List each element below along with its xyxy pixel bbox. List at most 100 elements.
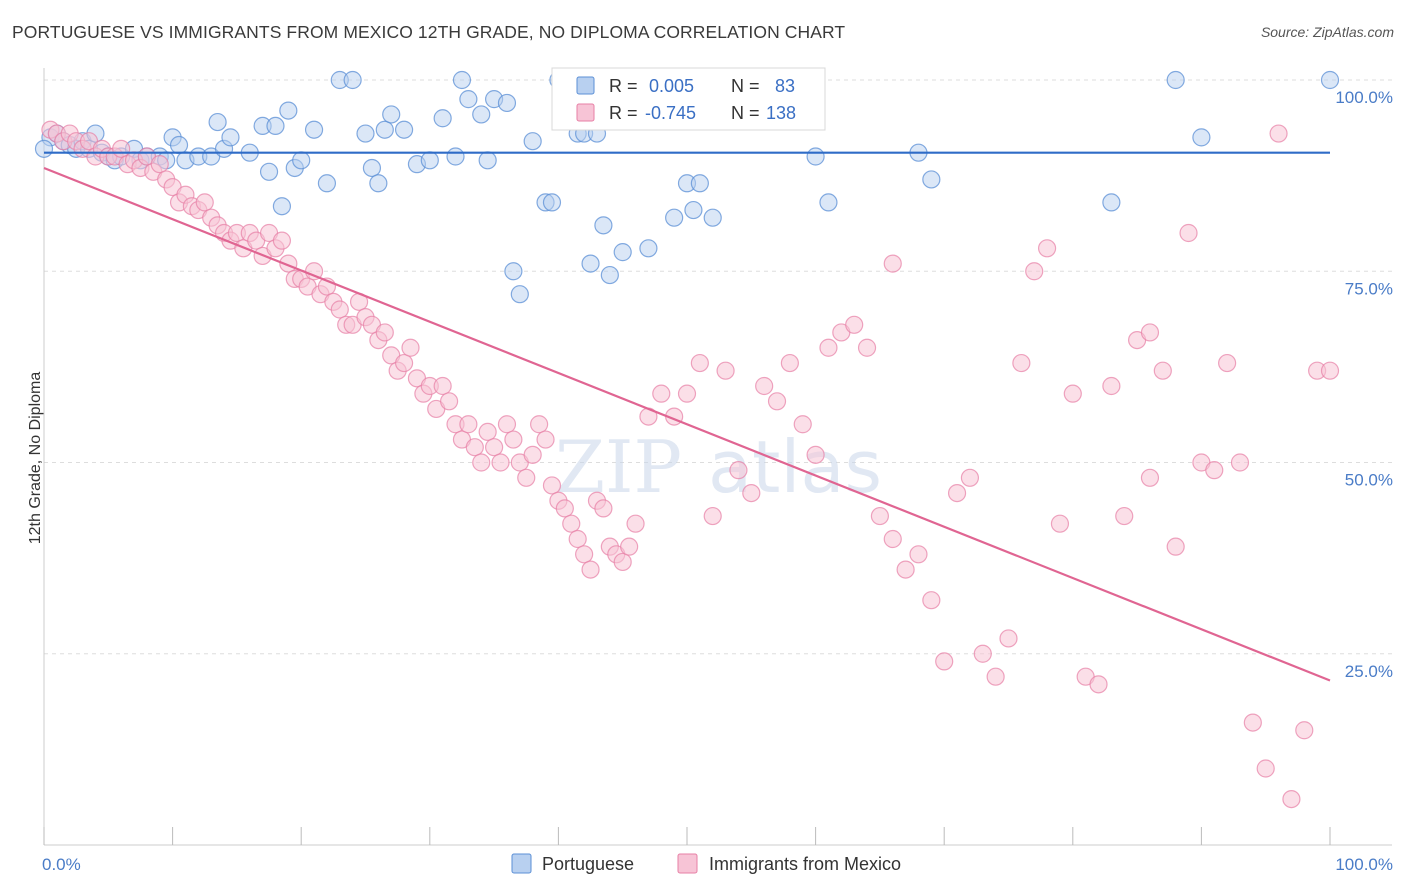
point-portuguese [581, 254, 600, 273]
point-mexico [1102, 376, 1121, 396]
trend-line-mexico [43, 166, 1331, 682]
point-mexico [401, 338, 420, 357]
point-portuguese [420, 151, 439, 170]
point-portuguese [356, 124, 375, 143]
point-mexico [626, 514, 645, 533]
point-mexico [806, 445, 825, 464]
point-mexico [1012, 353, 1031, 373]
point-portuguese [504, 262, 523, 281]
point-mexico [716, 361, 735, 380]
point-mexico [1295, 721, 1314, 740]
point-mexico [1050, 514, 1070, 533]
series-legend: Portuguese Immigrants from Mexico [511, 853, 901, 874]
point-mexico [517, 468, 536, 487]
point-portuguese [446, 147, 465, 166]
point-mexico [1269, 124, 1288, 143]
point-mexico [459, 415, 478, 434]
point-mexico [330, 300, 349, 319]
point-portuguese [594, 216, 613, 235]
point-portuguese [221, 128, 240, 147]
point-mexico [542, 476, 562, 495]
point-mexico [1063, 384, 1082, 403]
point-portuguese [279, 101, 298, 120]
point-mexico [465, 438, 484, 457]
point-mexico [1025, 262, 1044, 281]
point-mexico [909, 545, 928, 564]
point-mexico [568, 529, 587, 549]
point-portuguese [639, 239, 658, 258]
point-mexico [394, 353, 414, 373]
point-mexico [819, 338, 838, 357]
point-mexico [594, 499, 613, 518]
point-mexico [947, 484, 967, 503]
point-mexico [613, 552, 632, 572]
legend-box [551, 67, 826, 131]
y-tick-label: 100.0% [1335, 88, 1393, 107]
x-tick-label-max: 100.0% [1335, 855, 1393, 874]
point-mexico [742, 484, 761, 503]
point-mexico [1037, 239, 1057, 258]
point-mexico [870, 506, 890, 526]
point-mexico [1089, 675, 1108, 694]
legend-n-value-2: 138 [766, 103, 796, 123]
point-mexico [857, 338, 877, 357]
point-portuguese [523, 132, 542, 151]
legend-n-label-1: N = [731, 76, 760, 96]
point-mexico [767, 392, 787, 411]
point-mexico [150, 155, 169, 174]
point-mexico [1320, 361, 1340, 380]
legend-r-value-1: 0.005 [649, 76, 694, 96]
point-mexico [1166, 537, 1185, 556]
point-mexico [491, 453, 510, 472]
point-portuguese [34, 139, 54, 158]
point-portuguese [369, 174, 388, 193]
legend-r-label-2: R = [609, 103, 638, 123]
point-mexico [620, 537, 639, 556]
point-mexico [1282, 789, 1301, 809]
bottom-legend-swatch-mexico [677, 853, 698, 874]
point-mexico [504, 430, 523, 449]
point-mexico [973, 644, 992, 663]
point-mexico [922, 591, 941, 610]
point-mexico [1205, 461, 1224, 480]
axes [43, 68, 1392, 846]
point-portuguese [394, 120, 414, 139]
point-mexico [1115, 506, 1134, 526]
point-portuguese [375, 120, 394, 139]
y-tick-label: 25.0% [1345, 662, 1393, 681]
y-tick-label: 50.0% [1345, 471, 1393, 490]
legend-swatch-blue [576, 76, 595, 95]
point-mexico [652, 384, 671, 403]
point-portuguese [459, 90, 478, 109]
point-mexico [690, 353, 709, 373]
series-mexico [41, 120, 1340, 809]
point-mexico [1230, 453, 1250, 472]
point-portuguese [272, 197, 292, 216]
y-tick-label: 75.0% [1345, 279, 1393, 298]
point-mexico [562, 514, 581, 533]
point-mexico [999, 629, 1018, 648]
point-mexico [536, 430, 555, 449]
point-mexico [1243, 713, 1262, 732]
point-mexico [478, 422, 497, 441]
point-mexico [1140, 323, 1160, 342]
point-mexico [755, 376, 774, 396]
trend-lines [43, 151, 1331, 682]
point-portuguese [1320, 70, 1340, 90]
point-portuguese [1192, 128, 1211, 147]
point-mexico [1153, 361, 1172, 380]
point-mexico [883, 529, 902, 549]
point-mexico [523, 445, 542, 464]
point-mexico [986, 667, 1005, 686]
point-mexico [272, 231, 292, 250]
point-mexico [497, 415, 517, 434]
chart-title: PORTUGUESE VS IMMIGRANTS FROM MEXICO 12T… [12, 22, 846, 42]
point-portuguese [452, 70, 472, 90]
point-portuguese [510, 285, 529, 304]
point-mexico [935, 652, 954, 671]
x-tick-label-min: 0.0% [42, 855, 81, 874]
point-mexico [677, 384, 697, 403]
y-axis-label: 12th Grade, No Diploma [27, 372, 44, 545]
legend-n-label-2: N = [731, 103, 760, 123]
point-mexico [883, 254, 902, 273]
